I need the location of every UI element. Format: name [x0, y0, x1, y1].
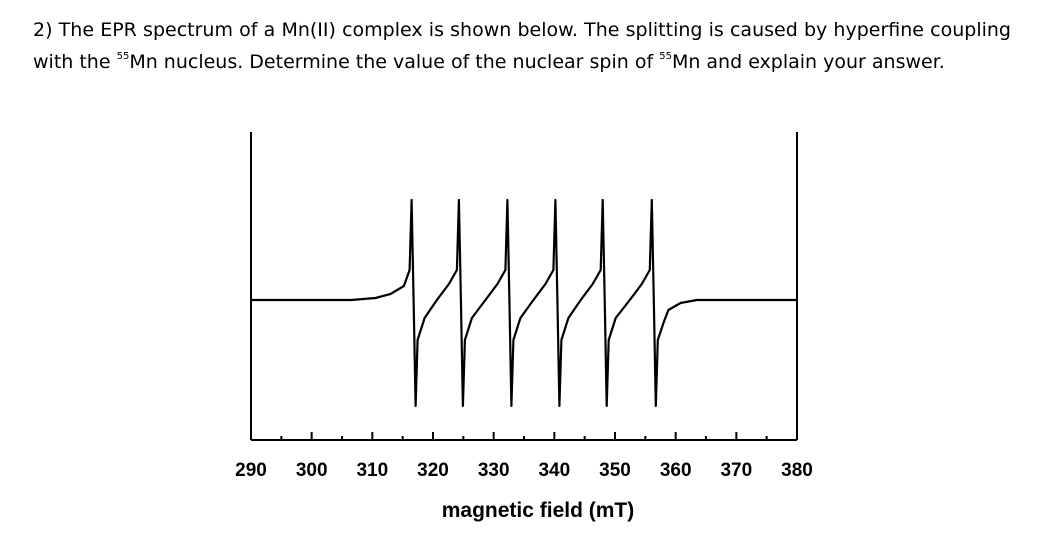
plot-frame [250, 132, 798, 441]
x-tick-label: 340 [538, 460, 570, 481]
x-tick-label: 350 [599, 460, 631, 481]
x-tick-label: 330 [478, 460, 510, 481]
superscript-mass-number-1: 55 [116, 51, 130, 62]
question-text-part2: Mn nucleus. Determine the value of the n… [129, 51, 660, 73]
x-axis-label: magnetic field (mT) [442, 499, 635, 522]
x-tick-label: 360 [660, 460, 692, 481]
x-tick-label: 290 [235, 460, 267, 481]
x-tick-label: 320 [417, 460, 449, 481]
spectrum-line [251, 198, 797, 408]
superscript-mass-number-2: 55 [659, 51, 672, 62]
x-tick-label: 310 [356, 460, 388, 481]
x-tick-label: 300 [296, 460, 328, 481]
x-tick-label: 370 [720, 460, 752, 481]
x-tick-label: 380 [781, 460, 813, 481]
question-text-part1: 2) The EPR spectrum of a Mn(II) complex … [33, 19, 1011, 73]
x-axis-tick-labels: 290 300 310 320 330 340 350 360 370 380 [235, 460, 813, 481]
x-axis-ticks [250, 432, 798, 440]
question-text-part3: Mn and explain your answer. [671, 51, 945, 73]
question-text: 2) The EPR spectrum of a Mn(II) complex … [33, 14, 1011, 78]
